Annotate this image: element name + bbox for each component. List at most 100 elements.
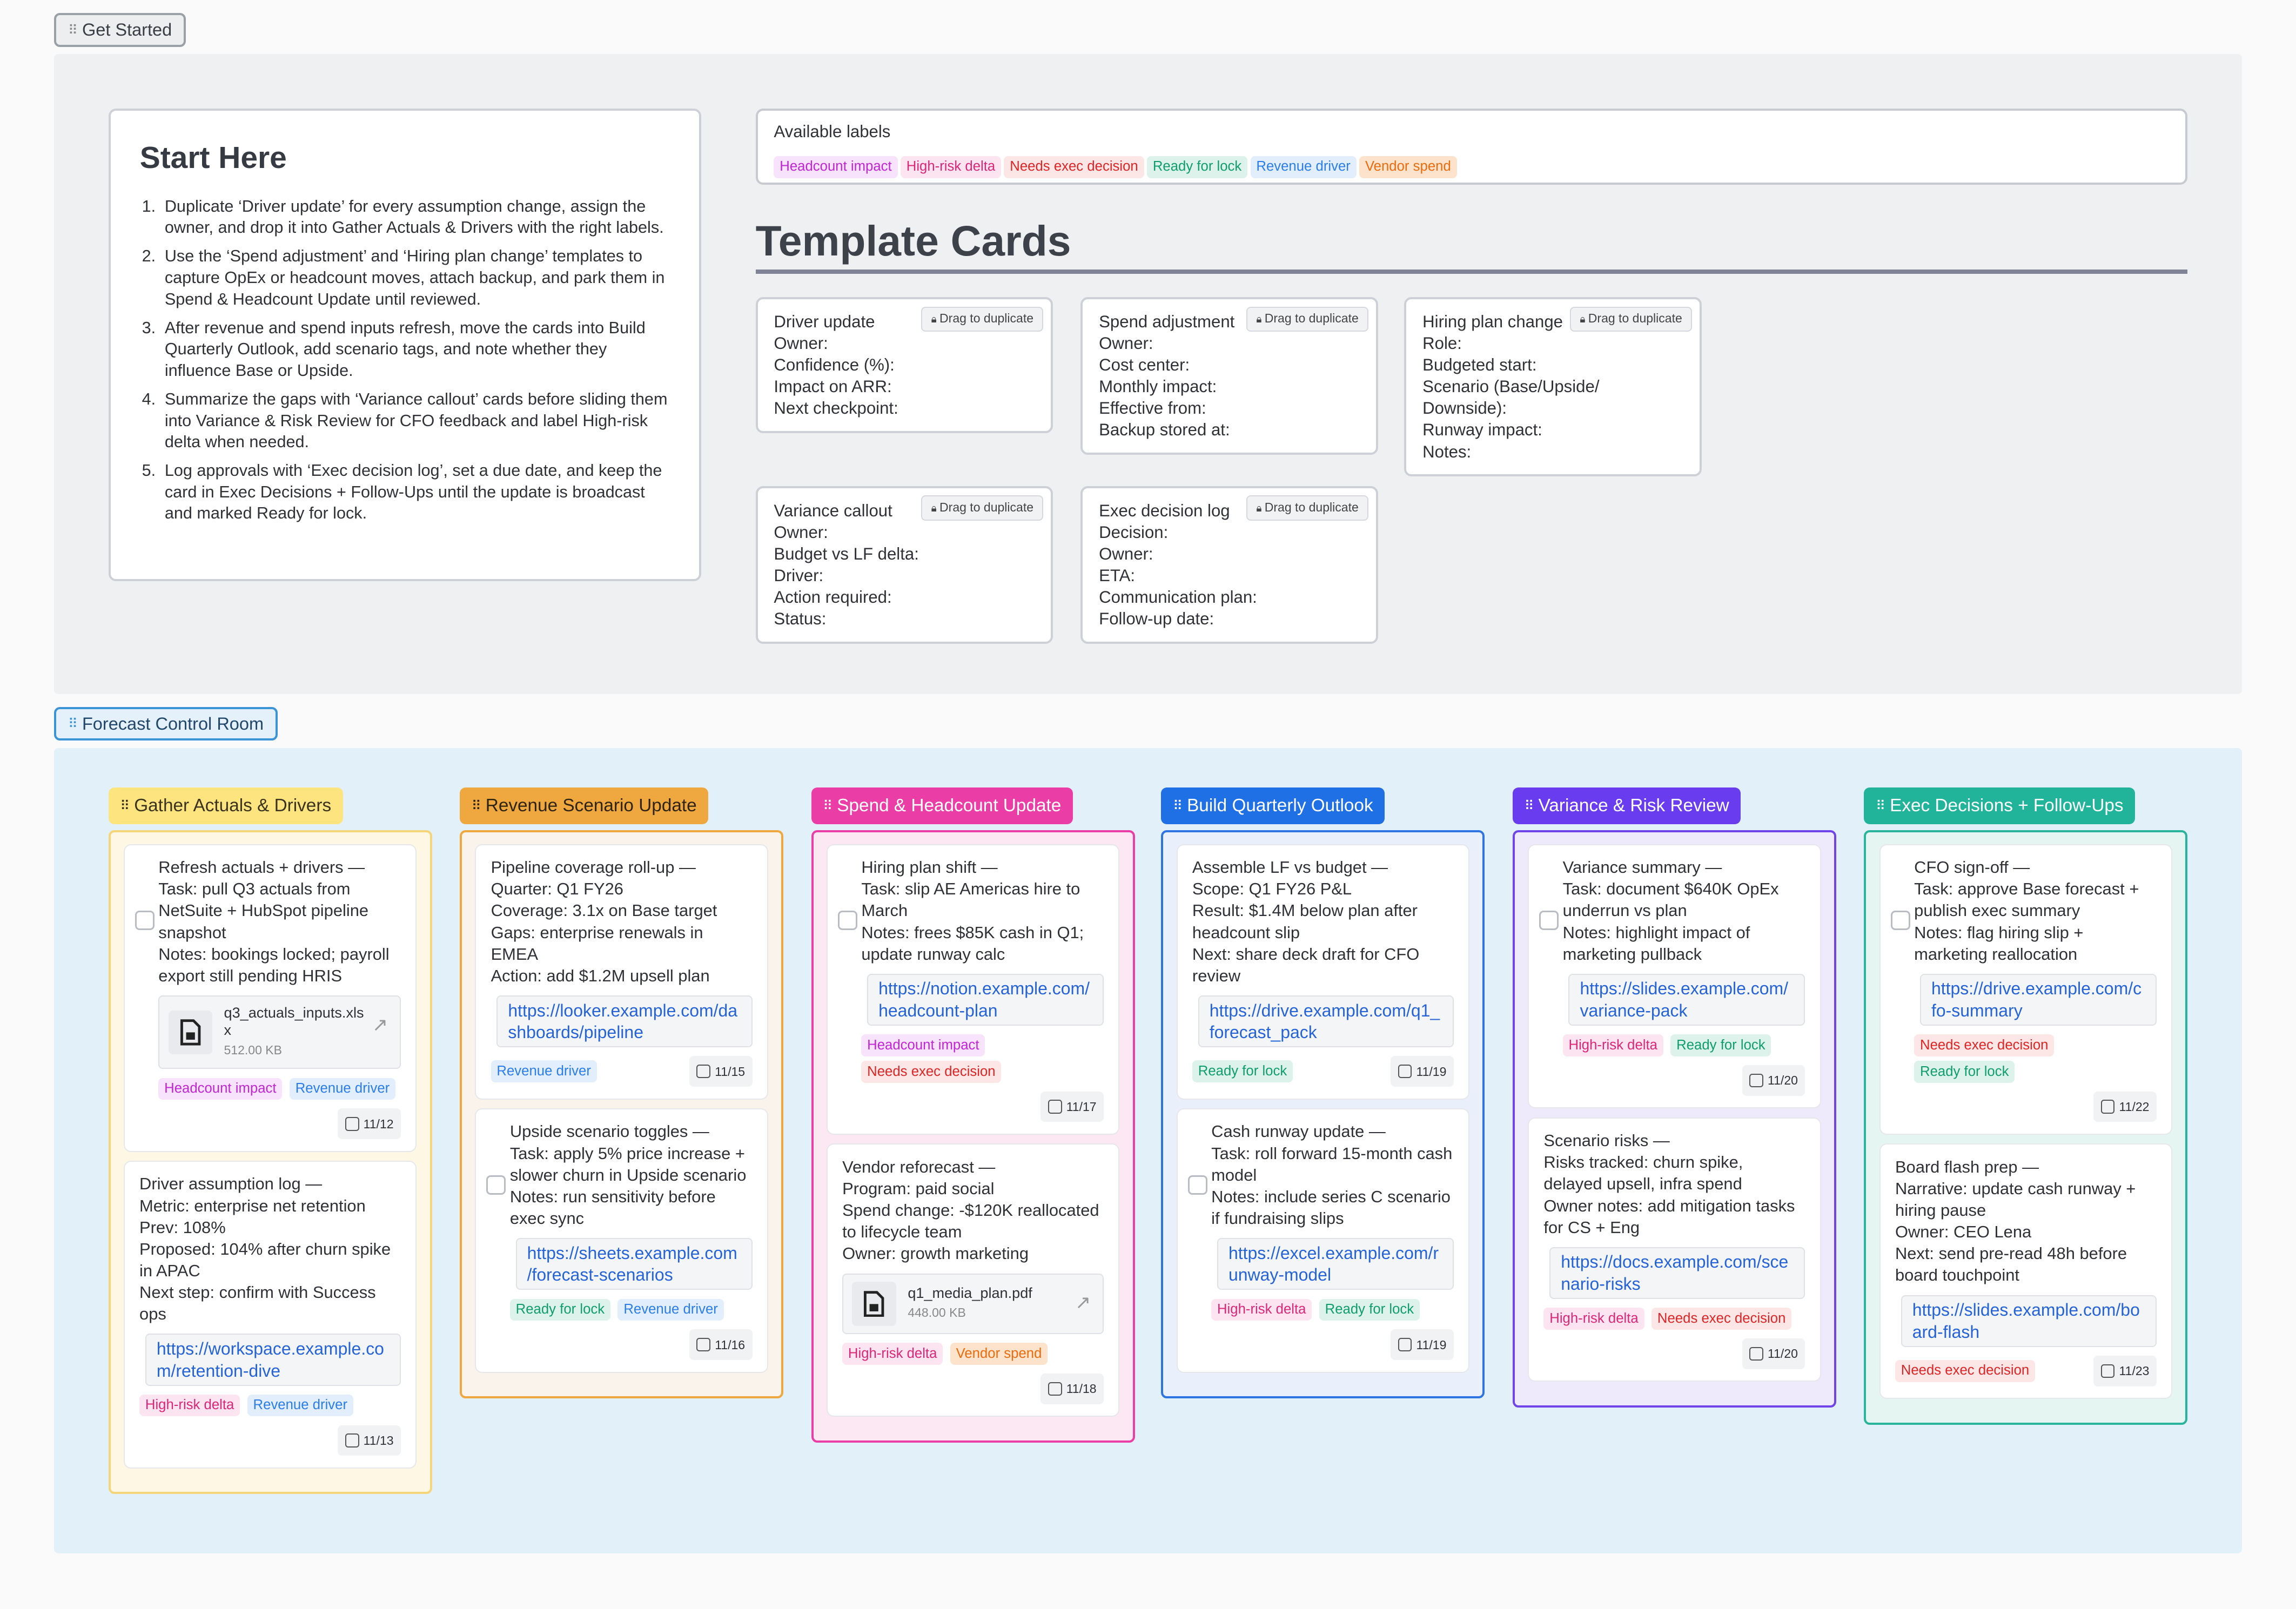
task-checkbox[interactable] [1539, 911, 1559, 931]
task-card[interactable]: Assemble LF vs budget — Scope: Q1 FY26 P&… [1176, 844, 1470, 1100]
label-chip[interactable]: Needs exec decision [1651, 1308, 1792, 1330]
card-link[interactable]: https://notion.example.com/headcount-pla… [867, 973, 1104, 1026]
due-date-badge[interactable]: 11/23 [2093, 1356, 2157, 1386]
label-chip[interactable]: Needs exec decision [1914, 1034, 2055, 1056]
label-chip[interactable]: Revenue driver [247, 1394, 353, 1417]
task-card[interactable]: Driver assumption log — Metric: enterpris… [123, 1160, 417, 1469]
due-date-badge[interactable]: 11/12 [338, 1108, 401, 1139]
card-link[interactable]: https://excel.example.com/runway-model [1217, 1238, 1454, 1290]
drag-to-duplicate-button[interactable]: 🔒︎ Drag to duplicate [921, 306, 1044, 332]
open-external-icon[interactable]: ↗ [1075, 1292, 1091, 1314]
label-chip[interactable]: Ready for lock [509, 1298, 610, 1321]
task-card[interactable]: CFO sign-off — Task: approve Base forecas… [1879, 844, 2173, 1135]
label-chip[interactable]: Needs exec decision [1895, 1360, 2036, 1382]
card-link[interactable]: https://drive.example.com/q1_forecast_pa… [1198, 995, 1454, 1048]
due-date-badge[interactable]: 11/20 [1742, 1065, 1805, 1096]
column-header[interactable]: ⠿ Exec Decisions + Follow-Ups [1864, 787, 2136, 824]
kanban-column: Variance summary — Task: document $640K O… [1512, 830, 1836, 1408]
task-card[interactable]: Variance summary — Task: document $640K O… [1528, 844, 1821, 1109]
label-chip[interactable]: Revenue driver [1250, 156, 1357, 178]
task-card[interactable]: Vendor reforecast — Program: paid social S… [827, 1143, 1120, 1417]
template-card[interactable]: Hiring plan change 🔒︎ Drag to duplicate Ro… [1404, 297, 1702, 477]
drag-grip-icon[interactable]: ⠿ [1876, 799, 1885, 814]
label-chip[interactable]: Revenue driver [491, 1060, 597, 1082]
label-chip[interactable]: Ready for lock [1914, 1061, 2015, 1083]
task-checkbox[interactable] [1187, 1175, 1207, 1195]
label-chip[interactable]: High-risk delta [1211, 1298, 1312, 1321]
label-chip[interactable]: Headcount impact [158, 1078, 283, 1100]
card-link[interactable]: https://sheets.example.com/forecast-scen… [515, 1238, 753, 1290]
drag-grip-icon[interactable]: ⠿ [1524, 799, 1534, 814]
card-link[interactable]: https://drive.example.com/cfo-summary [1920, 973, 2157, 1026]
label-chip[interactable]: Needs exec decision [1004, 156, 1144, 178]
due-date-badge[interactable]: 11/22 [2093, 1091, 2157, 1122]
card-link[interactable]: https://docs.example.com/scenario-risks [1549, 1247, 1805, 1300]
drag-grip-icon[interactable]: ⠿ [1173, 799, 1183, 814]
label-chip[interactable]: Revenue driver [617, 1298, 724, 1321]
task-card[interactable]: Hiring plan shift — Task: slip AE America… [827, 844, 1120, 1135]
label-chip[interactable]: Headcount impact [861, 1034, 985, 1056]
label-chip[interactable]: High-risk delta [900, 156, 1002, 178]
task-card[interactable]: Upside scenario toggles — Task: apply 5% … [475, 1108, 768, 1373]
due-date-badge[interactable]: 11/17 [1040, 1091, 1104, 1122]
due-date-badge[interactable]: 11/19 [1391, 1056, 1454, 1087]
column-header[interactable]: ⠿ Gather Actuals & Drivers [108, 787, 343, 824]
label-chip[interactable]: Ready for lock [1192, 1060, 1293, 1082]
label-chip[interactable]: High-risk delta [842, 1343, 943, 1365]
label-chip[interactable]: Headcount impact [774, 156, 898, 178]
drag-grip-icon[interactable]: ⠿ [120, 799, 130, 814]
label-chip[interactable]: High-risk delta [1562, 1034, 1663, 1056]
card-link[interactable]: https://slides.example.com/variance-pack [1568, 973, 1805, 1026]
due-date-badge[interactable]: 11/15 [689, 1056, 753, 1087]
template-card[interactable]: Exec decision log 🔒︎ Drag to duplicate Dec… [1080, 486, 1378, 644]
card-link[interactable]: https://looker.example.com/dashboards/pi… [496, 995, 753, 1048]
template-card[interactable]: Spend adjustment 🔒︎ Drag to duplicate Owne… [1080, 297, 1378, 455]
task-checkbox[interactable] [135, 911, 155, 931]
label-chip[interactable]: Ready for lock [1670, 1034, 1771, 1056]
card-link[interactable]: https://slides.example.com/board-flash [1901, 1295, 2157, 1347]
label-chip[interactable]: Ready for lock [1146, 156, 1248, 178]
task-checkbox[interactable] [486, 1175, 506, 1195]
drag-grip-icon[interactable]: ⠿ [68, 23, 78, 38]
due-date-badge[interactable]: 11/16 [689, 1329, 753, 1360]
file-attachment[interactable]: q3_actuals_inputs.xlsx 512.00 KB ↗ [158, 995, 401, 1069]
section-tag-get-started[interactable]: ⠿ Get Started [54, 13, 186, 47]
template-card[interactable]: Variance callout 🔒︎ Drag to duplicate Owne… [755, 486, 1053, 644]
card-link[interactable]: https://workspace.example.com/retention-… [145, 1334, 401, 1386]
card-body: Pipeline coverage roll-up — Quarter: Q1 F… [491, 857, 753, 987]
drag-grip-icon[interactable]: ⠿ [823, 799, 833, 814]
column-header[interactable]: ⠿ Variance & Risk Review [1512, 787, 1741, 824]
label-chip[interactable]: Needs exec decision [861, 1061, 1002, 1083]
task-checkbox[interactable] [837, 911, 857, 931]
task-card[interactable]: Pipeline coverage roll-up — Quarter: Q1 F… [475, 844, 768, 1100]
start-here-card[interactable]: Start Here Duplicate ‘Driver update’ for… [108, 108, 702, 582]
task-checkbox[interactable] [1890, 911, 1910, 931]
task-card[interactable]: Cash runway update — Task: roll forward 1… [1176, 1108, 1470, 1373]
due-date-badge[interactable]: 11/19 [1391, 1329, 1454, 1360]
column-header[interactable]: ⠿ Build Quarterly Outlook [1161, 787, 1385, 824]
open-external-icon[interactable]: ↗ [372, 1014, 388, 1035]
label-chip[interactable]: Revenue driver [289, 1078, 396, 1100]
drag-to-duplicate-button[interactable]: 🔒︎ Drag to duplicate [1570, 306, 1693, 332]
label-chip[interactable]: Ready for lock [1319, 1298, 1420, 1321]
label-chip[interactable]: High-risk delta [1543, 1308, 1644, 1330]
drag-to-duplicate-button[interactable]: 🔒︎ Drag to duplicate [1246, 306, 1369, 332]
label-chip[interactable]: High-risk delta [139, 1394, 240, 1417]
due-date-badge[interactable]: 11/18 [1040, 1374, 1104, 1404]
drag-to-duplicate-button[interactable]: 🔒︎ Drag to duplicate [1246, 495, 1369, 521]
column-header[interactable]: ⠿ Spend & Headcount Update [811, 787, 1073, 824]
due-date-badge[interactable]: 11/20 [1742, 1338, 1805, 1369]
label-chip[interactable]: Vendor spend [1359, 156, 1457, 178]
due-date-badge[interactable]: 11/13 [338, 1425, 401, 1456]
file-attachment[interactable]: q1_media_plan.pdf 448.00 KB ↗ [842, 1273, 1104, 1335]
drag-grip-icon[interactable]: ⠿ [68, 717, 78, 732]
task-card[interactable]: Scenario risks — Risks tracked: churn spi… [1528, 1117, 1821, 1382]
task-card[interactable]: Board flash prep — Narrative: update cash… [1879, 1143, 2173, 1399]
drag-grip-icon[interactable]: ⠿ [471, 799, 481, 814]
task-card[interactable]: Refresh actuals + drivers — Task: pull Q3… [123, 844, 417, 1152]
section-tag-forecast-control-room[interactable]: ⠿ Forecast Control Room [54, 707, 278, 741]
column-header[interactable]: ⠿ Revenue Scenario Update [460, 787, 709, 824]
label-chip[interactable]: Vendor spend [950, 1343, 1048, 1365]
template-card[interactable]: Driver update 🔒︎ Drag to duplicate Owner: C… [755, 297, 1053, 434]
drag-to-duplicate-button[interactable]: 🔒︎ Drag to duplicate [921, 495, 1044, 521]
